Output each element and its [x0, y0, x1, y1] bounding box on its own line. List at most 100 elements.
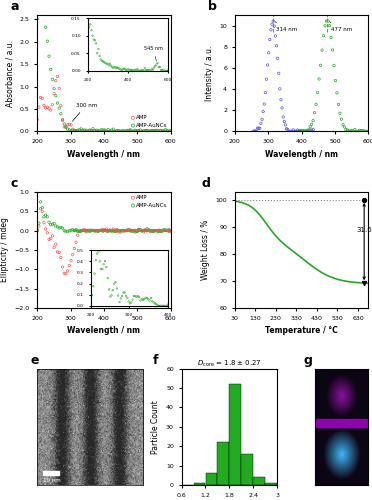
Point: [113, 226, 119, 234]
Point: [88, 226, 94, 234]
Point: [158, 126, 164, 134]
Point: [294, 127, 299, 135]
Point: [153, 226, 159, 234]
Point: [73, 128, 79, 136]
Point: [34, 15, 40, 23]
Point: [144, 126, 150, 134]
Point: [39, 208, 45, 216]
Point: [114, 126, 120, 134]
Point: [148, 226, 154, 234]
Point: [99, 128, 105, 136]
Bar: [42, 470, 59, 475]
Point: [168, 226, 174, 234]
Point: [161, 226, 167, 234]
Point: [68, 256, 74, 264]
Point: [93, 126, 99, 134]
Point: [134, 228, 140, 235]
Point: [75, 228, 81, 235]
Point: [80, 226, 86, 234]
Point: [272, 32, 278, 40]
Point: [298, 128, 304, 136]
Point: [166, 228, 172, 235]
Point: [70, 226, 76, 234]
Point: [124, 226, 130, 234]
Point: [158, 227, 164, 235]
Point: [127, 226, 133, 234]
Point: [71, 227, 77, 235]
Bar: [241, 454, 253, 485]
Point: [132, 226, 138, 234]
Text: g: g: [304, 354, 312, 367]
Point: [347, 127, 353, 135]
Y-axis label: Particle Count: Particle Count: [151, 400, 160, 454]
Point: [93, 227, 99, 235]
Point: [100, 226, 106, 234]
Point: [156, 226, 162, 234]
Point: [110, 227, 116, 235]
Point: [315, 88, 321, 96]
Point: [140, 226, 146, 234]
Point: [127, 126, 133, 134]
Point: [80, 126, 86, 134]
Point: [149, 127, 155, 135]
Point: [159, 226, 165, 234]
Point: [58, 224, 64, 232]
Point: [61, 123, 67, 131]
Point: [66, 120, 72, 128]
Point: [51, 220, 57, 228]
Point: [128, 226, 134, 234]
Point: [125, 128, 131, 136]
Point: [154, 226, 160, 234]
Point: [291, 128, 297, 136]
Point: [131, 227, 137, 235]
Point: [139, 128, 145, 136]
Point: [95, 127, 101, 135]
Point: [56, 248, 62, 256]
Point: [90, 226, 96, 234]
Point: [114, 227, 120, 235]
Point: [297, 126, 303, 134]
Point: [60, 224, 65, 232]
Point: [43, 104, 49, 112]
Point: [86, 227, 92, 235]
Point: [61, 227, 67, 235]
Point: [153, 127, 158, 135]
Point: [92, 227, 97, 235]
X-axis label: Wavelength / nm: Wavelength / nm: [265, 150, 338, 158]
Point: [355, 128, 361, 136]
Point: [85, 226, 91, 234]
Point: [139, 128, 145, 136]
Point: [55, 248, 61, 256]
Point: [93, 226, 99, 234]
Point: [68, 127, 74, 135]
Point: [92, 226, 98, 234]
Point: [125, 126, 131, 134]
Point: [122, 226, 128, 234]
Point: [164, 226, 170, 234]
Point: [84, 226, 90, 234]
Point: [252, 127, 258, 135]
Point: [49, 232, 55, 240]
Bar: [218, 442, 229, 485]
Point: [99, 226, 105, 234]
Bar: [230, 384, 241, 485]
Point: [273, 42, 279, 50]
Point: [307, 122, 313, 130]
Point: [103, 127, 109, 135]
Point: [97, 128, 103, 136]
Point: [87, 226, 93, 234]
Point: [333, 76, 339, 84]
Point: [124, 127, 130, 135]
Point: [92, 226, 97, 234]
Point: [87, 126, 93, 134]
Point: [74, 226, 80, 234]
Point: [129, 226, 135, 234]
Point: [121, 226, 127, 234]
Point: [60, 116, 65, 124]
Point: [132, 127, 138, 135]
Point: [78, 226, 84, 234]
Point: [58, 110, 64, 118]
Text: b: b: [208, 0, 217, 14]
Point: [146, 226, 152, 234]
Point: [105, 128, 111, 136]
